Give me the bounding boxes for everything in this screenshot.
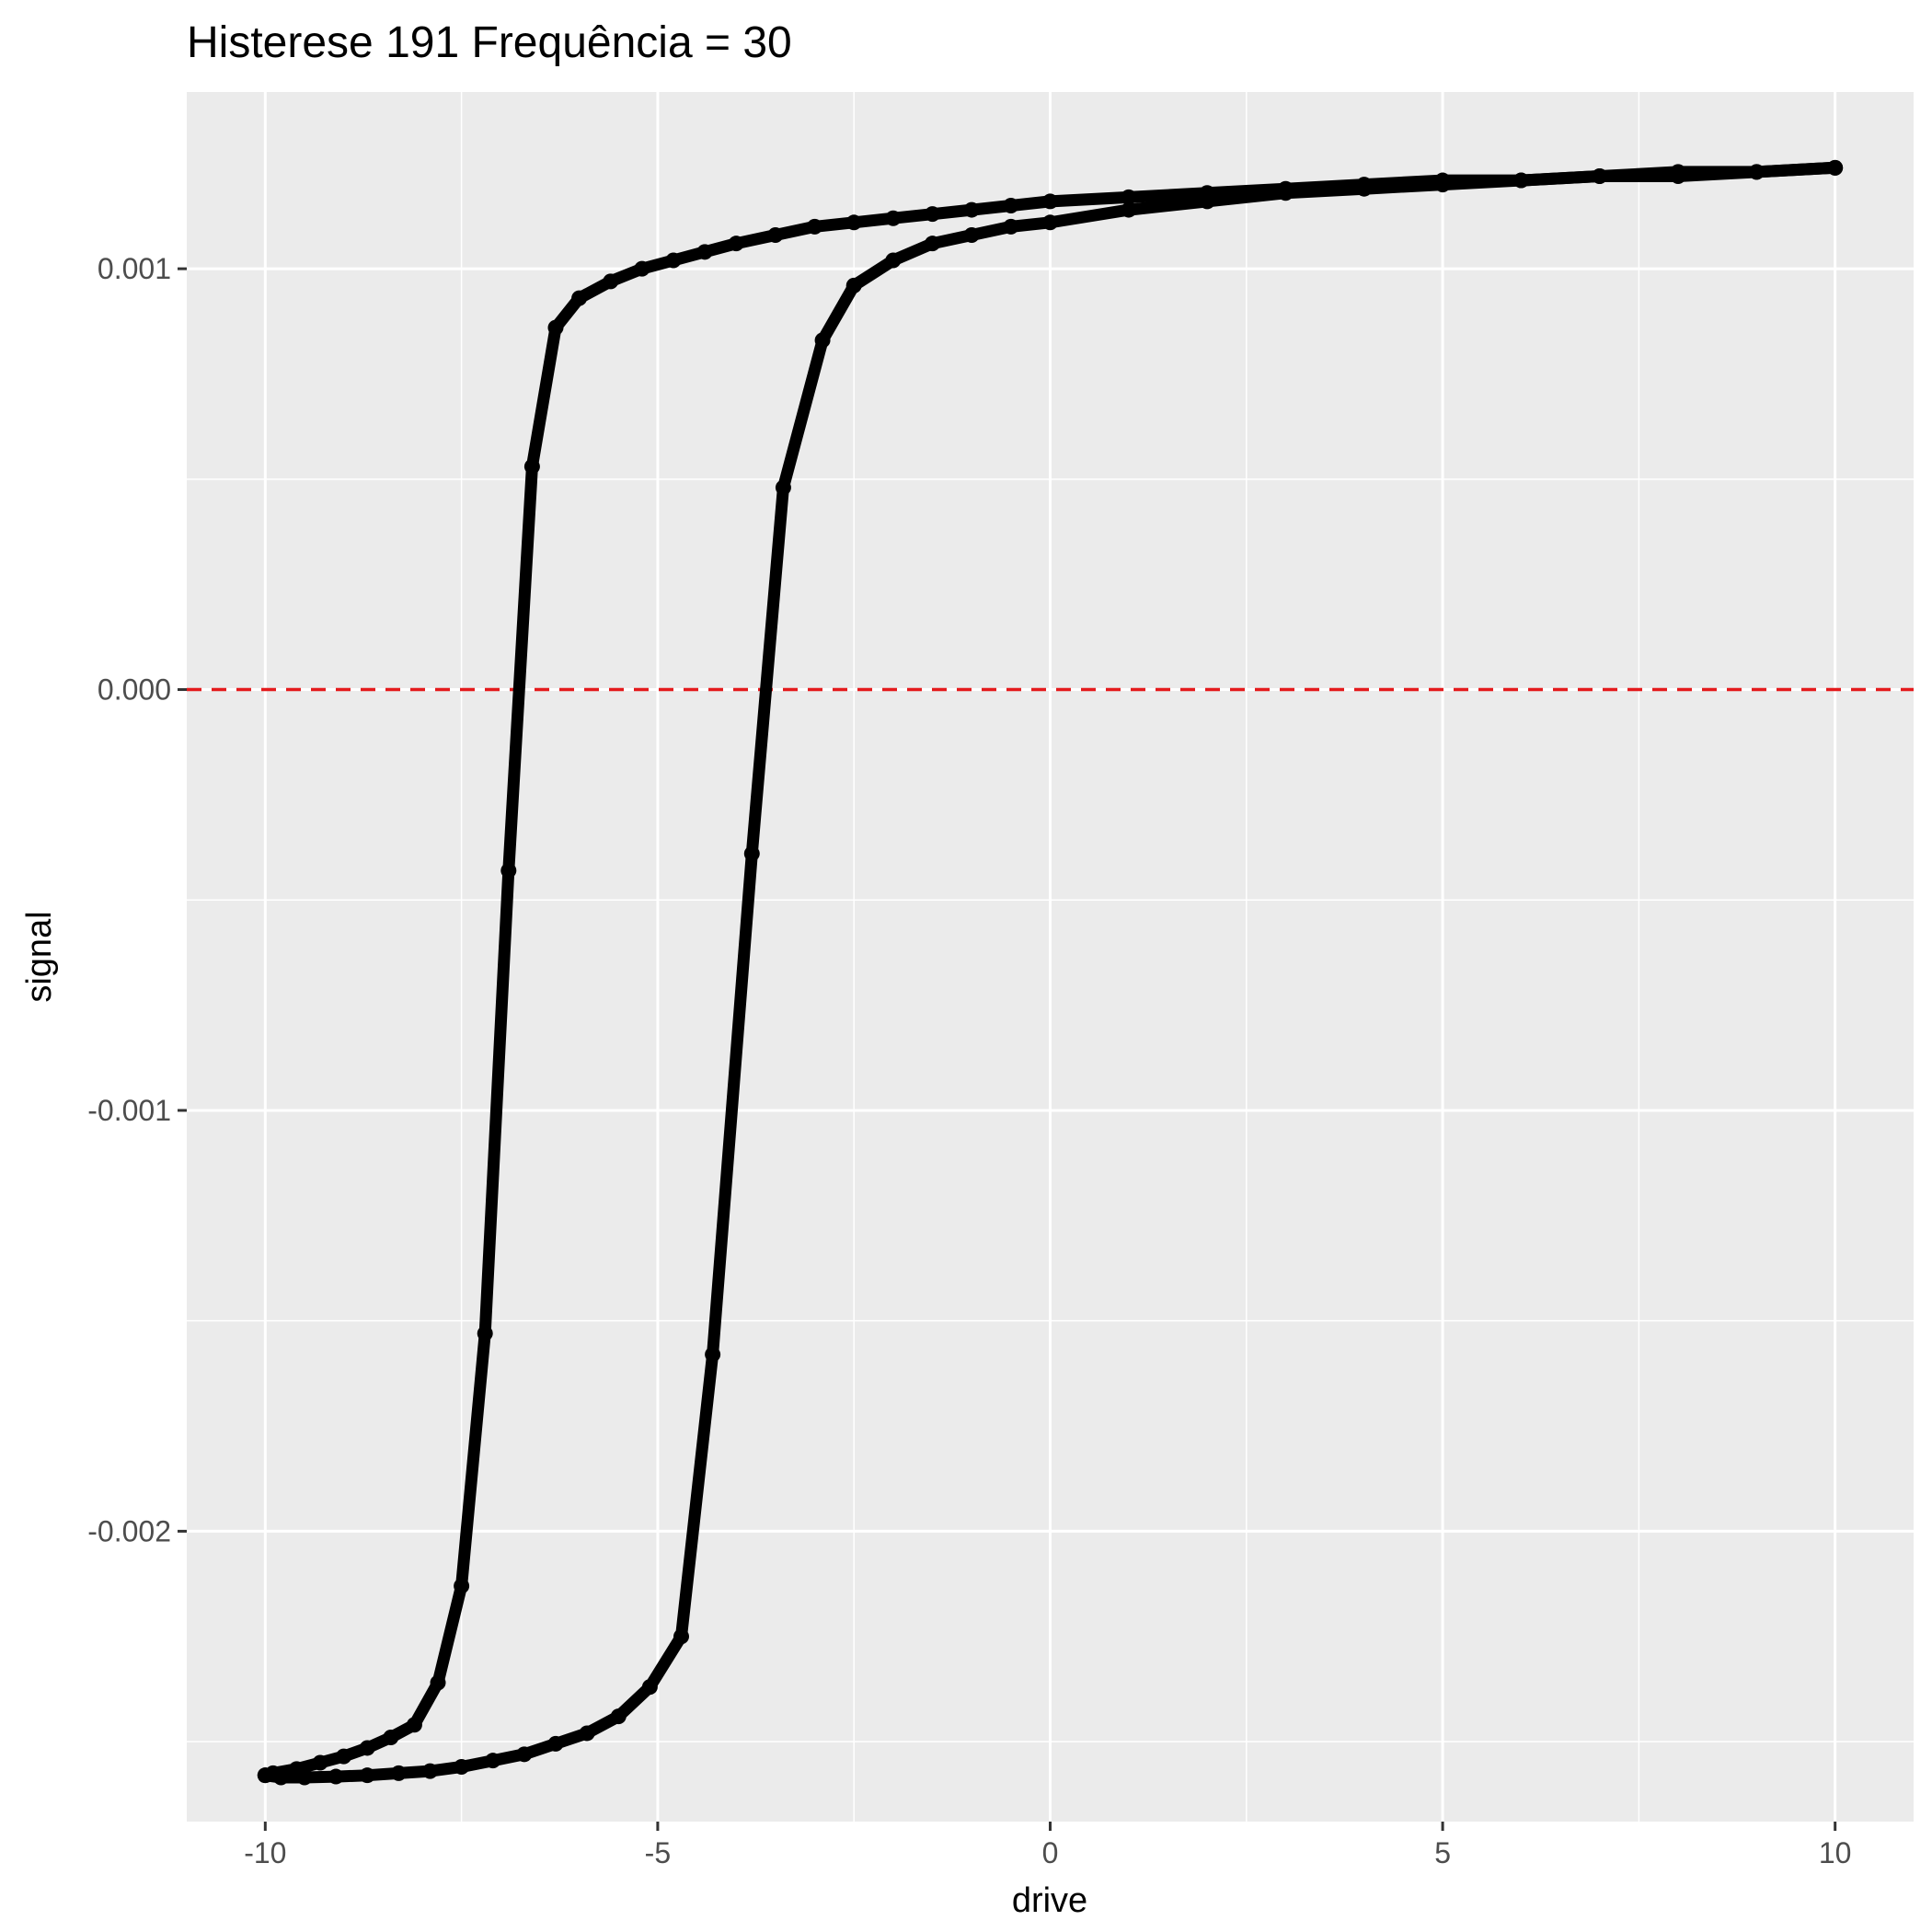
data-point	[775, 479, 791, 496]
data-point	[1748, 164, 1765, 180]
data-point	[925, 206, 941, 223]
chart-title: Histerese 191 Frequência = 30	[187, 18, 792, 67]
data-point	[634, 260, 650, 277]
data-point	[1121, 201, 1137, 218]
data-point	[603, 273, 619, 290]
data-point	[454, 1759, 470, 1776]
data-point	[705, 1346, 721, 1363]
data-point	[1356, 180, 1373, 197]
data-point	[336, 1748, 352, 1765]
series-group	[257, 159, 1844, 1786]
data-point	[500, 862, 517, 879]
data-point	[767, 227, 784, 244]
data-point	[963, 227, 980, 244]
data-point	[571, 290, 588, 306]
y-tick-label: -0.002	[87, 1514, 171, 1547]
data-point	[885, 210, 902, 226]
data-point	[272, 1769, 289, 1786]
data-point	[328, 1768, 344, 1785]
data-point	[1003, 198, 1019, 214]
data-point	[523, 458, 540, 475]
data-point	[477, 1325, 493, 1341]
x-tick-label: -5	[645, 1836, 671, 1869]
data-point	[845, 214, 862, 231]
data-point	[312, 1754, 328, 1771]
data-point	[296, 1769, 313, 1786]
data-point	[1199, 193, 1215, 210]
axes-group: -10 -5 0 5 10 -0.002 -0.001 0.000 0.001	[87, 252, 1851, 1869]
data-point	[1277, 185, 1294, 201]
data-point	[807, 218, 823, 235]
x-tick-label: 5	[1434, 1836, 1451, 1869]
data-point	[430, 1674, 446, 1691]
data-point	[359, 1767, 375, 1784]
data-point	[885, 252, 902, 269]
data-point	[1827, 159, 1844, 176]
x-tick-label: 0	[1042, 1836, 1059, 1869]
data-point	[485, 1753, 501, 1769]
data-point	[383, 1730, 399, 1746]
data-point	[641, 1679, 658, 1696]
data-point	[1592, 167, 1608, 184]
data-point	[359, 1740, 375, 1756]
data-point	[547, 1735, 564, 1752]
data-point	[454, 1578, 470, 1594]
y-axis-title: signal	[20, 911, 59, 1002]
y-tick-label: 0.001	[98, 252, 171, 285]
data-point	[696, 244, 713, 260]
data-point	[814, 332, 831, 349]
data-point	[1042, 214, 1058, 231]
data-point	[1512, 172, 1529, 189]
data-point	[1042, 193, 1058, 210]
data-point	[516, 1746, 533, 1763]
data-point	[1670, 164, 1686, 180]
x-axis-title: drive	[1012, 1881, 1087, 1920]
data-point	[421, 1763, 438, 1779]
data-point	[547, 319, 564, 336]
data-point	[673, 1628, 690, 1645]
data-point	[743, 845, 760, 862]
data-point	[1434, 177, 1451, 193]
grid-lines	[187, 92, 1914, 1822]
data-point	[610, 1708, 627, 1725]
y-tick-label: 0.000	[98, 673, 171, 707]
data-point	[728, 236, 744, 252]
data-point	[665, 252, 682, 269]
x-tick-label: 10	[1819, 1836, 1852, 1869]
x-tick-label: -10	[244, 1836, 286, 1869]
data-point	[845, 277, 862, 293]
data-point	[1003, 218, 1019, 235]
data-point	[390, 1765, 407, 1781]
data-point	[925, 236, 941, 252]
data-point	[963, 201, 980, 218]
data-point	[579, 1725, 595, 1742]
y-tick-label: -0.001	[87, 1094, 171, 1127]
data-point	[1121, 189, 1137, 205]
data-point	[257, 1767, 273, 1784]
data-point	[406, 1717, 422, 1733]
